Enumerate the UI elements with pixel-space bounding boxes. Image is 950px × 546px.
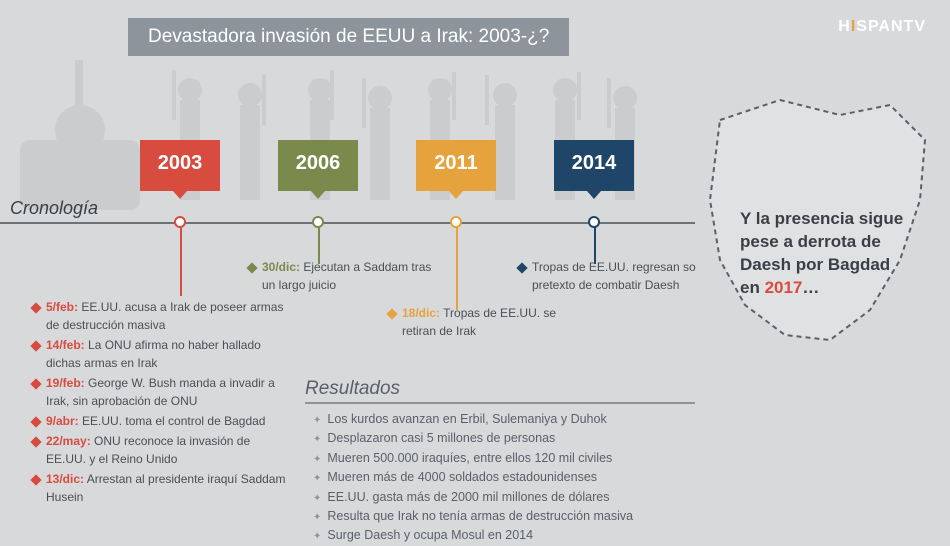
- resultados-title: Resultados: [305, 378, 695, 404]
- ptr-2014: [554, 183, 634, 203]
- ptr-2003: [140, 183, 220, 203]
- events-2006: 30/dic: Ejecutan a Saddam tras un largo …: [248, 258, 438, 296]
- events-2014: Tropas de EE.UU. regresan so pretexto de…: [518, 258, 708, 296]
- logo: HISPANTV: [838, 18, 926, 36]
- vline-2011: [456, 226, 458, 310]
- vline-2003: [180, 226, 182, 296]
- events-2011: 18/dic: Tropas de EE.UU. se retiran de I…: [388, 304, 558, 342]
- ptr-2006: [278, 183, 358, 203]
- iraq-map-caption: Y la presencia sigue pese a derrota de D…: [740, 208, 910, 300]
- cronologia-label: Cronología: [10, 198, 98, 219]
- resultados-section: Resultados Los kurdos avanzan en Erbil, …: [305, 378, 695, 546]
- ptr-2011: [416, 183, 496, 203]
- resultados-list: Los kurdos avanzan en Erbil, Sulemaniya …: [305, 410, 695, 546]
- header-title: Devastadora invasión de EEUU a Irak: 200…: [128, 18, 569, 56]
- events-2003: 5/feb: EE.UU. acusa a Irak de poseer arm…: [32, 298, 292, 508]
